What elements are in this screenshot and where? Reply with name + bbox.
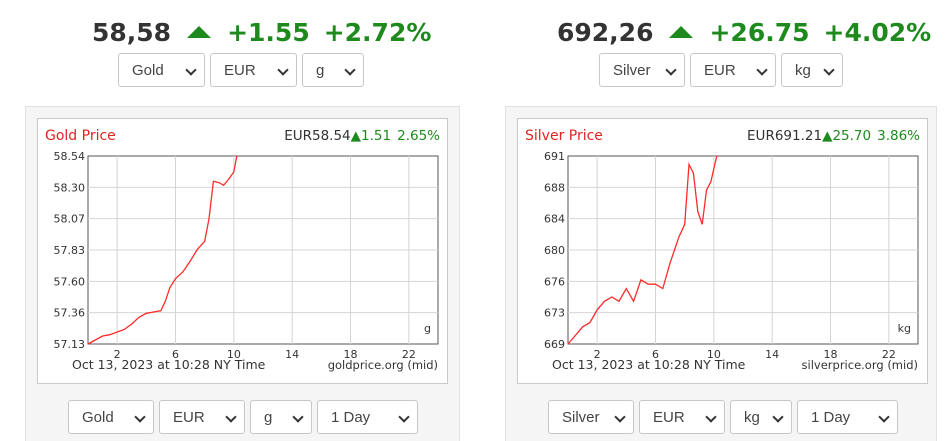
gold-chart-quote: EUR58.54▲1.51 2.65% [284,128,440,144]
silver-metal-select-value: Silver [613,61,651,79]
silver-range-select[interactable]: 1 Day [797,400,898,434]
silver-x-tick-label: 10 [707,348,721,361]
gold-bottom-unit-value: g [264,408,273,426]
silver-chart-title: Silver Price [525,128,603,144]
silver-x-tick-label: 18 [824,348,838,361]
silver-x-tick-label: 6 [652,348,659,361]
gold-x-tick-label: 18 [344,348,358,361]
gold-up-arrow-icon [187,26,212,38]
silver-bottom-currency-value: EUR [653,408,685,426]
chevron-down-icon [878,411,890,423]
chevron-down-icon [705,411,717,423]
chevron-down-icon [277,64,289,76]
gold-y-tick-label: 57.83 [54,244,86,257]
gold-change: +1.55 [227,17,310,47]
silver-bottom-unit-value: kg [744,408,760,426]
silver-bottom-currency-select[interactable]: EUR [639,400,725,434]
silver-y-tick-label: 673 [544,307,565,320]
gold-price: 58,58 [92,17,172,47]
silver-y-tick-label: 676 [544,275,565,288]
silver-chart: Silver Price EUR691.21▲25.70 3.86% 691 688… [517,118,928,384]
gold-unit-select[interactable]: g [302,53,364,87]
chevron-down-icon [756,64,768,76]
silver-price: 692,26 [557,17,654,47]
gold-x-tick-label: 10 [227,348,241,361]
gold-y-tick-label: 57.36 [54,307,86,320]
silver-unit-select-value: kg [795,61,811,79]
silver-bottom-metal-select[interactable]: Silver [548,400,634,434]
gold-price-line [87,155,238,345]
silver-currency-select-value: EUR [704,61,736,79]
silver-x-tick-label: 14 [765,348,779,361]
silver-price-line [567,155,718,345]
gold-currency-select-value: EUR [224,61,256,79]
gold-y-tick-label: 57.13 [54,338,86,351]
chevron-down-icon [614,411,626,423]
silver-currency-select[interactable]: EUR [690,53,776,87]
gold-y-tick-label: 57.60 [54,275,86,288]
gold-bottom-unit-select[interactable]: g [250,400,312,434]
gold-x-tick-label: 6 [172,348,179,361]
gold-chart-source: goldprice.org (mid) [328,358,438,372]
gold-metal-select-value: Gold [132,61,164,79]
chevron-down-icon [823,64,835,76]
gold-chart-svg: Gold Price EUR58.54▲1.51 2.65% 58.54 58.30… [45,128,440,372]
gold-unit-select-value: g [316,61,325,79]
silver-chart-source: silverprice.org (mid) [802,358,918,372]
silver-chart-timestamp: Oct 13, 2023 at 10:28 NY Time [552,357,746,372]
gold-bottom-metal-value: Gold [82,408,114,426]
gold-x-tick-label: 22 [402,348,416,361]
silver-y-tick-label: 688 [544,181,565,194]
silver-y-tick-label: 684 [544,213,565,226]
silver-metal-select[interactable]: Silver [599,53,685,87]
chevron-down-icon [665,64,677,76]
silver-bottom-metal-value: Silver [562,408,600,426]
gold-x-tick-label: 14 [285,348,299,361]
silver-ticker: 692,26 +26.75 +4.02% [557,14,931,50]
gold-y-tick-label: 58.07 [54,213,86,226]
silver-x-tick-label: 22 [882,348,896,361]
chevron-down-icon [292,411,304,423]
gold-chart: Gold Price EUR58.54▲1.51 2.65% 58.54 58.30… [37,118,448,384]
silver-bottom-unit-select[interactable]: kg [730,400,792,434]
gold-chart-timestamp: Oct 13, 2023 at 10:28 NY Time [72,357,266,372]
gold-y-tick-label: 58.30 [54,181,86,194]
silver-y-tick-label: 669 [544,338,565,351]
chevron-down-icon [772,411,784,423]
gold-bottom-currency-select[interactable]: EUR [159,400,245,434]
chevron-down-icon [398,411,410,423]
gold-chart-title: Gold Price [45,128,116,144]
chevron-down-icon [225,411,237,423]
silver-x-tick-label: 2 [594,348,601,361]
chevron-down-icon [185,64,197,76]
silver-chart-panel: Silver Price EUR691.21▲25.70 3.86% 691 688… [505,106,937,441]
gold-metal-select[interactable]: Gold [118,53,205,87]
gold-y-tick-label: 58.54 [54,150,86,163]
silver-unit-select[interactable]: kg [781,53,843,87]
silver-up-arrow-icon [669,26,694,38]
silver-unit-label: kg [898,322,911,335]
silver-chart-quote: EUR691.21▲25.70 3.86% [747,128,920,144]
gold-bottom-currency-value: EUR [173,408,205,426]
gold-range-value: 1 Day [331,408,371,426]
chevron-down-icon [134,411,146,423]
gold-ticker: 58,58 +1.55 +2.72% [92,14,431,50]
gold-x-tick-label: 2 [114,348,121,361]
gold-chart-panel: Gold Price EUR58.54▲1.51 2.65% 58.54 58.30… [25,106,460,441]
gold-currency-select[interactable]: EUR [210,53,297,87]
gold-range-select[interactable]: 1 Day [317,400,418,434]
silver-y-tick-label: 691 [544,150,565,163]
silver-range-value: 1 Day [811,408,851,426]
silver-change: +26.75 [709,17,810,47]
silver-chart-svg: Silver Price EUR691.21▲25.70 3.86% 691 688… [525,128,920,372]
gold-change-pct: +2.72% [323,17,432,47]
silver-change-pct: +4.02% [823,17,932,47]
silver-y-tick-label: 680 [544,244,565,257]
chevron-down-icon [344,64,356,76]
gold-unit-label: g [424,322,431,335]
gold-bottom-metal-select[interactable]: Gold [68,400,154,434]
